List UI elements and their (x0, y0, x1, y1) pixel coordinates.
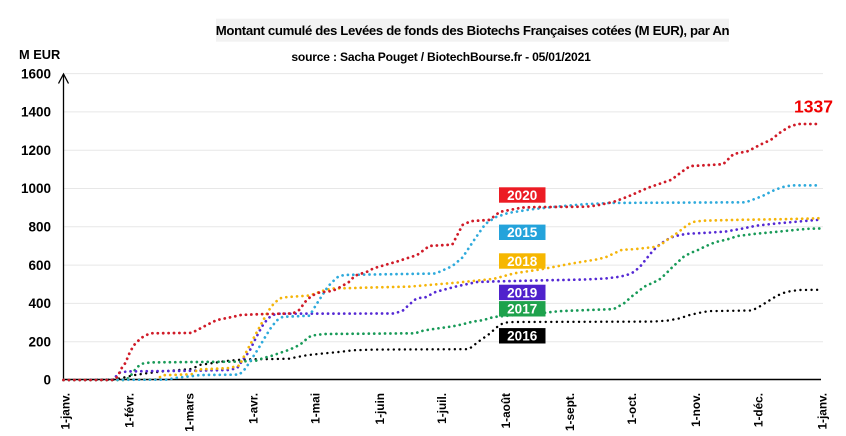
svg-text:2018: 2018 (507, 254, 538, 269)
svg-text:600: 600 (28, 258, 51, 273)
svg-text:1-févr.: 1-févr. (123, 393, 137, 428)
svg-text:2015: 2015 (507, 225, 538, 240)
svg-text:1-déc.: 1-déc. (751, 393, 765, 427)
svg-text:source : Sacha Pouget / Biotec: source : Sacha Pouget / BiotechBourse.fr… (291, 50, 591, 64)
svg-text:1-sept.: 1-sept. (563, 393, 577, 431)
svg-text:400: 400 (28, 296, 51, 311)
svg-text:1000: 1000 (21, 181, 51, 196)
svg-text:1-août: 1-août (499, 393, 513, 428)
svg-text:1-nov.: 1-nov. (689, 393, 703, 427)
svg-text:1-juin: 1-juin (373, 393, 387, 424)
svg-text:2020: 2020 (507, 188, 537, 203)
svg-text:0: 0 (43, 373, 51, 388)
svg-text:Montant cumulé des Levées de f: Montant cumulé des Levées de fonds des B… (216, 23, 730, 38)
svg-text:1600: 1600 (21, 66, 51, 81)
svg-text:1337: 1337 (794, 97, 833, 117)
svg-text:2017: 2017 (507, 302, 537, 317)
svg-text:1-oct.: 1-oct. (625, 393, 639, 424)
svg-text:1-janv.: 1-janv. (815, 393, 829, 430)
svg-text:2016: 2016 (507, 329, 538, 344)
svg-text:M EUR: M EUR (19, 47, 60, 62)
svg-text:1-janv.: 1-janv. (59, 393, 73, 430)
svg-text:1-mai: 1-mai (309, 393, 323, 424)
svg-text:200: 200 (28, 334, 51, 349)
svg-text:2019: 2019 (507, 285, 537, 300)
svg-text:1-juil.: 1-juil. (435, 393, 449, 424)
svg-text:800: 800 (28, 220, 51, 235)
svg-text:1-avr.: 1-avr. (247, 393, 261, 424)
svg-text:1400: 1400 (21, 105, 51, 120)
svg-text:1200: 1200 (21, 143, 51, 158)
svg-text:1-mars: 1-mars (183, 393, 197, 432)
